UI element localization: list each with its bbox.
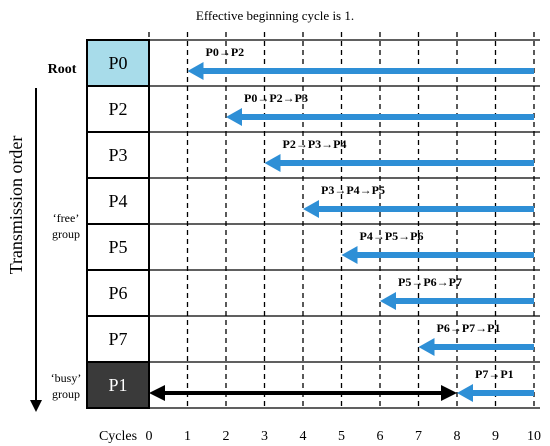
- process-label-p5: P5: [108, 237, 127, 257]
- transmission-order-label: Transmission order: [6, 136, 26, 275]
- rows-layer: P0 P2 P3 P4 P5 P6 P7 P1: [86, 39, 150, 409]
- process-box-p6: [86, 269, 150, 317]
- path-label-p1: P7→P1: [475, 367, 514, 381]
- cycles-label: Cycles: [99, 429, 137, 444]
- cycle-tick-0: 0: [146, 429, 153, 444]
- process-label-p6: P6: [108, 283, 127, 303]
- path-label-p2: P0→P2→P3: [244, 91, 308, 105]
- path-arrowhead-p5: [341, 246, 358, 264]
- transmission-order-arrow-head: [30, 400, 42, 412]
- path-label-p0: P0→P2: [206, 45, 245, 59]
- path-label-p5: P4→P5→P6: [360, 229, 424, 243]
- path-arrowhead-p2: [226, 108, 242, 126]
- root-label: Root: [48, 62, 77, 77]
- path-arrowhead-p1: [457, 384, 473, 402]
- process-box-p1: [86, 361, 150, 409]
- grid-layer: [87, 32, 540, 409]
- path-label-p7: P6→P7→P1: [437, 321, 501, 335]
- process-label-p4: P4: [108, 191, 127, 211]
- free-group-label-line2: group: [52, 227, 80, 241]
- process-box-p7: [86, 315, 150, 363]
- busy-interval-arrowhead-right: [441, 385, 457, 401]
- process-label-p3: P3: [108, 145, 127, 165]
- cycle-tick-1: 1: [184, 429, 191, 444]
- path-arrowhead-p6: [380, 292, 396, 310]
- cycle-tick-4: 4: [300, 429, 307, 444]
- cycle-tick-2: 2: [223, 429, 230, 444]
- free-group-label-line1: ‘free’: [53, 211, 80, 225]
- process-box-p5: [86, 223, 150, 271]
- process-label-p0: P0: [108, 53, 127, 73]
- cycle-tick-8: 8: [454, 429, 461, 444]
- cycle-tick-9: 9: [492, 429, 499, 444]
- cycle-tick-6: 6: [377, 429, 384, 444]
- cycle-tick-10: 10: [527, 429, 541, 444]
- cycle-tick-7: 7: [415, 429, 422, 444]
- path-label-p3: P2→P3→P4: [283, 137, 347, 151]
- path-arrowhead-p0: [187, 62, 204, 80]
- diagram-title: Effective beginning cycle is 1.: [196, 8, 354, 23]
- busy-group-label-line1: ‘busy’: [51, 371, 82, 385]
- path-arrowhead-p7: [418, 338, 435, 356]
- process-box-p4: [86, 177, 150, 225]
- process-label-p1: P1: [108, 375, 127, 395]
- process-label-p2: P2: [108, 99, 127, 119]
- cycle-tick-3: 3: [261, 429, 268, 444]
- busy-interval-arrowhead-left: [149, 385, 165, 401]
- path-arrowhead-p3: [264, 154, 281, 172]
- arrows-layer: P0→P2 P0→P2→P3 P2→P3→P4 P3→P4→P5 P4→P5→P6 P5→…: [149, 45, 534, 402]
- process-label-p7: P7: [108, 329, 127, 349]
- cycle-tick-5: 5: [338, 429, 345, 444]
- path-label-p4: P3→P4→P5: [321, 183, 385, 197]
- busy-group-label-line2: group: [52, 387, 80, 401]
- process-box-p0: [86, 39, 150, 87]
- path-label-p6: P5→P6→P7: [398, 275, 462, 289]
- process-box-p2: [86, 85, 150, 133]
- cycle-ticks: 0 1 2 3 4 5 6 7 8 9 10: [146, 429, 542, 444]
- path-arrowhead-p4: [303, 200, 319, 218]
